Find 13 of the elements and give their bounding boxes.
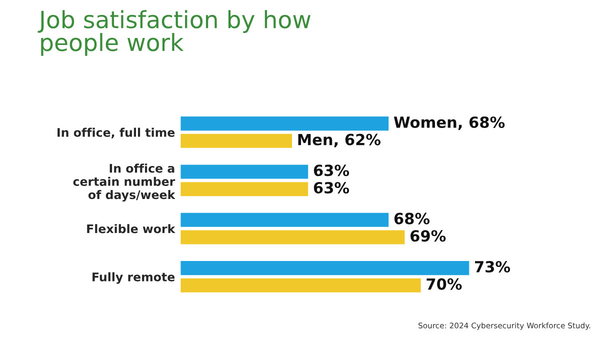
- text: Men, 62%: [298, 134, 381, 148]
- data-label: 63%: [314, 182, 350, 194]
- y-tick-label: Fully remote: [92, 272, 175, 284]
- y-tick-label: Flexible work: [87, 224, 176, 234]
- data-label: 69%: [410, 230, 446, 242]
- chart-title: Job satisfaction by how people work: [38, 10, 310, 56]
- text: Women, 68%: [394, 116, 505, 130]
- y-tick-label: In office, full time: [58, 128, 175, 138]
- data-label: 68%: [394, 212, 430, 224]
- y-tick-label: In office a certain number of days/week: [73, 164, 176, 202]
- data-label: 73%: [474, 260, 510, 272]
- data-label: 70%: [426, 278, 462, 290]
- data-label: 63%: [314, 164, 350, 176]
